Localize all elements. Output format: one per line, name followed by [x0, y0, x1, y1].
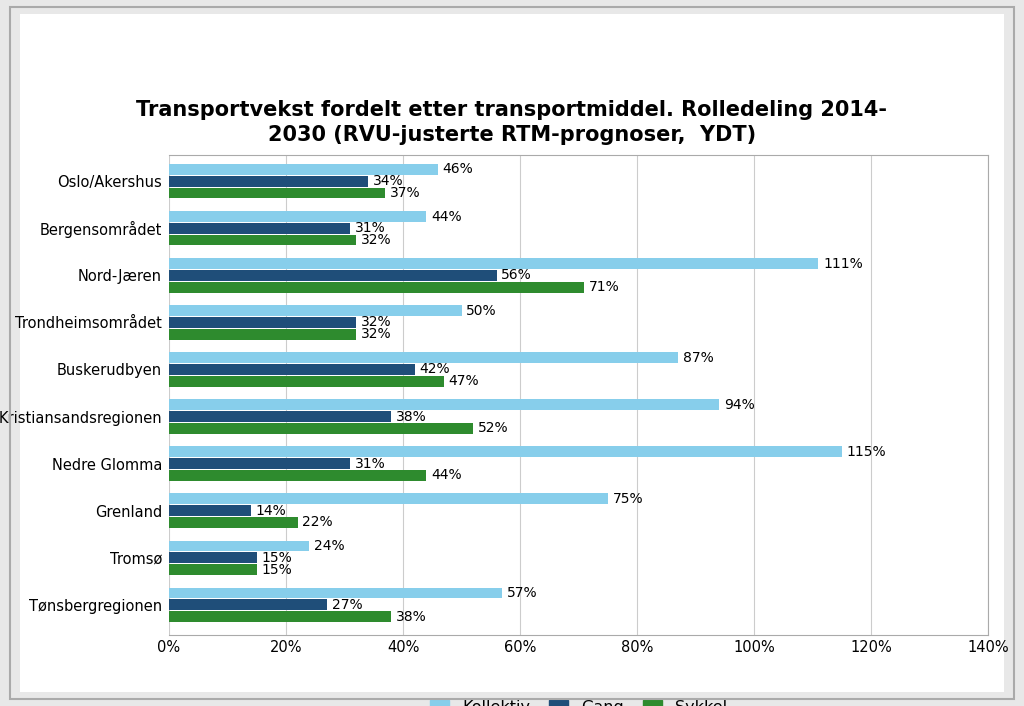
Bar	[169, 176, 368, 186]
Bar	[169, 611, 391, 622]
Text: 52%: 52%	[478, 421, 509, 436]
Text: 15%: 15%	[261, 563, 292, 577]
Bar	[169, 305, 462, 316]
Text: 31%: 31%	[355, 457, 386, 471]
Bar	[169, 164, 438, 175]
Bar	[169, 411, 391, 422]
Bar	[169, 505, 251, 516]
Text: 31%: 31%	[355, 221, 386, 235]
Text: 56%: 56%	[502, 268, 532, 282]
Text: 50%: 50%	[466, 304, 497, 318]
Bar	[169, 188, 385, 198]
Text: 32%: 32%	[360, 316, 391, 330]
Bar	[169, 541, 309, 551]
Bar	[169, 364, 415, 375]
Text: 32%: 32%	[360, 327, 391, 341]
Text: 44%: 44%	[431, 210, 462, 224]
Bar	[169, 258, 818, 269]
Text: 111%: 111%	[823, 256, 863, 270]
Bar	[169, 470, 426, 481]
Text: 27%: 27%	[332, 598, 362, 612]
Legend: Kollektiv, Gang, Sykkel: Kollektiv, Gang, Sykkel	[422, 692, 735, 706]
Text: 22%: 22%	[302, 515, 333, 530]
Text: 57%: 57%	[507, 586, 538, 600]
Text: 71%: 71%	[589, 280, 620, 294]
Bar	[169, 423, 473, 433]
Text: 15%: 15%	[261, 551, 292, 565]
Bar	[169, 458, 350, 469]
Text: 44%: 44%	[431, 468, 462, 482]
Text: 37%: 37%	[390, 186, 421, 200]
Text: 38%: 38%	[396, 609, 427, 623]
Text: 46%: 46%	[442, 162, 473, 176]
Bar	[169, 493, 608, 504]
Text: 42%: 42%	[420, 362, 450, 376]
Bar	[169, 564, 257, 575]
Text: 87%: 87%	[683, 351, 714, 365]
Bar	[169, 599, 327, 610]
Text: Transportvekst fordelt etter transportmiddel. Rolledeling 2014-: Transportvekst fordelt etter transportmi…	[136, 100, 888, 120]
Bar	[169, 317, 356, 328]
Text: 24%: 24%	[314, 539, 345, 553]
Text: 34%: 34%	[373, 174, 403, 189]
Bar	[169, 211, 426, 222]
Bar	[169, 234, 356, 246]
Text: 14%: 14%	[256, 503, 287, 517]
Bar	[169, 329, 356, 340]
Bar	[169, 376, 444, 387]
Bar	[169, 552, 257, 563]
Text: 115%: 115%	[847, 445, 886, 459]
Bar	[169, 270, 497, 281]
Bar	[169, 587, 503, 599]
Text: 2030 (RVU-justerte RTM-prognoser,  YDT): 2030 (RVU-justerte RTM-prognoser, YDT)	[268, 125, 756, 145]
Text: 94%: 94%	[724, 397, 755, 412]
Bar	[169, 223, 350, 234]
Text: 75%: 75%	[612, 492, 643, 506]
Bar	[169, 517, 298, 528]
Text: 32%: 32%	[360, 233, 391, 247]
Bar	[169, 446, 842, 457]
Text: 38%: 38%	[396, 409, 427, 424]
Bar	[169, 352, 678, 363]
Bar	[169, 282, 585, 292]
Text: 47%: 47%	[449, 374, 479, 388]
Bar	[169, 400, 719, 410]
